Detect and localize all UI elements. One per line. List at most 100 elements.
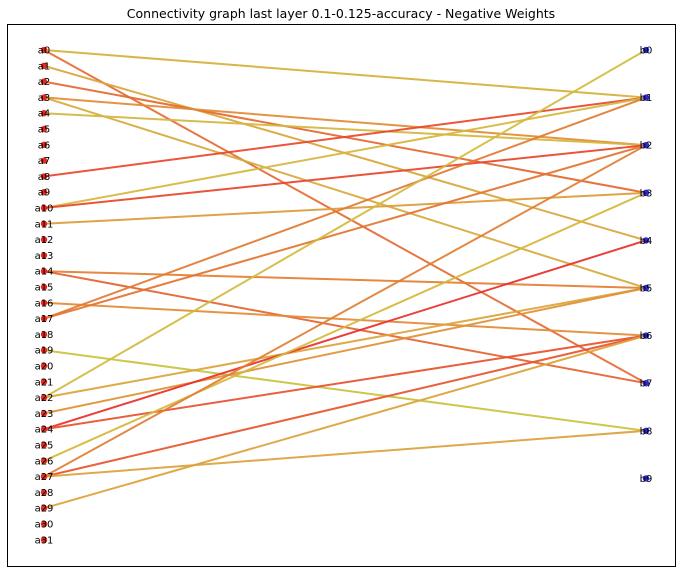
left-node-label: a10 [35,204,54,215]
left-node-label: a17 [35,314,54,325]
edge-a23-b5 [43,287,647,415]
right-node-label: b0 [640,46,653,57]
right-node-b3 [642,189,650,196]
left-node-label: a13 [35,251,54,262]
left-node-a30 [40,520,48,528]
right-node-label: b9 [640,474,653,485]
graph-title: Connectivity graph last layer 0.1-0.125-… [127,6,555,21]
left-node-a15 [40,283,48,291]
right-node-b5 [642,284,650,292]
left-node-a7 [40,157,48,164]
edges-layer [43,49,647,510]
left-node-a22 [40,394,48,401]
left-node-a4 [40,110,48,117]
left-node-label: a9 [38,188,51,199]
edge-a22-b0 [43,49,647,399]
left-node-label: a28 [35,488,54,499]
edge-a3-b5 [43,96,647,289]
left-node-label: a21 [35,377,54,388]
left-node-label: a2 [38,77,51,88]
left-node-a26 [40,457,48,464]
edge-a17-b1 [43,96,647,320]
left-node-a27 [40,473,48,480]
edge-a27-b6 [43,334,647,478]
left-node-a21 [40,378,48,385]
edge-a27-b8 [43,429,647,478]
left-node-label: a29 [35,504,54,515]
left-node-a18 [40,331,48,338]
left-node-a16 [40,299,48,306]
right-node-label: b8 [640,426,653,437]
right-node-b8 [642,427,650,434]
edge-a3-b2 [43,96,647,147]
edge-a19-b8 [43,349,647,432]
right-node-label: b7 [640,379,653,390]
right-node-label: b2 [640,141,653,152]
left-node-a1 [40,62,48,69]
edge-a14-b5 [43,270,647,289]
left-node-a5 [40,125,48,133]
edge-a10-b1 [43,96,647,209]
right-node-b4 [642,237,650,244]
left-node-label: a12 [35,235,54,246]
edge-a17-b2 [43,144,647,320]
right-node-b9 [642,475,650,482]
left-node-a12 [40,236,48,243]
labels-layer: a0 a1 a2 a3 a4 a5 a6 a7 a8 a9 a10 a11 a12 a13 a14 a15 a1… [35,46,653,547]
left-node-label: a27 [35,472,54,483]
left-node-a31 [40,536,48,543]
right-node-b6 [642,332,650,339]
left-node-a13 [40,252,48,259]
right-node-label: b6 [640,331,653,342]
edge-a29-b6 [43,334,647,510]
right-node-b1 [642,94,650,101]
left-node-label: a8 [38,172,51,183]
plot-frame [7,24,676,567]
left-node-label: a11 [35,219,54,230]
left-node-a10 [40,204,48,212]
left-node-label: a15 [35,283,54,294]
left-node-a8 [40,173,48,180]
right-node-label: b5 [640,284,653,295]
left-node-label: a4 [38,109,51,120]
left-node-a24 [40,426,48,433]
left-node-label: a3 [38,93,51,104]
left-node-label: a18 [35,330,54,341]
edge-a24-b6 [43,334,647,431]
left-node-a28 [40,489,48,496]
edge-a8-b1 [43,96,647,178]
right-node-label: b1 [640,93,653,104]
left-node-label: a26 [35,456,54,467]
right-node-label: b3 [640,188,653,199]
right-node-b7 [642,380,650,387]
left-node-a17 [40,315,48,322]
left-node-label: a5 [38,125,51,136]
edge-a16-b6 [43,301,647,337]
left-node-label: a25 [35,441,54,452]
right-node-b0 [642,46,650,54]
left-node-a25 [40,441,48,449]
left-node-label: a19 [35,346,54,357]
right-node-b2 [642,142,650,149]
left-node-a3 [40,94,48,101]
left-node-label: a6 [38,140,51,151]
left-node-a0 [40,46,48,54]
left-node-label: a30 [35,520,54,531]
left-node-a11 [40,220,48,227]
left-node-a20 [40,362,48,370]
left-node-label: a31 [35,535,54,546]
right-node-label: b4 [640,236,653,247]
left-node-a14 [40,268,48,275]
left-node-label: a16 [35,298,54,309]
left-node-label: a24 [35,425,54,436]
left-node-label: a22 [35,393,54,404]
left-node-a19 [40,347,48,354]
left-node-label: a7 [38,156,51,167]
left-node-a2 [40,78,48,85]
left-node-label: a23 [35,409,54,420]
nodes-layer [40,46,650,543]
left-node-a6 [40,141,48,148]
edge-a0-b1 [43,49,647,99]
